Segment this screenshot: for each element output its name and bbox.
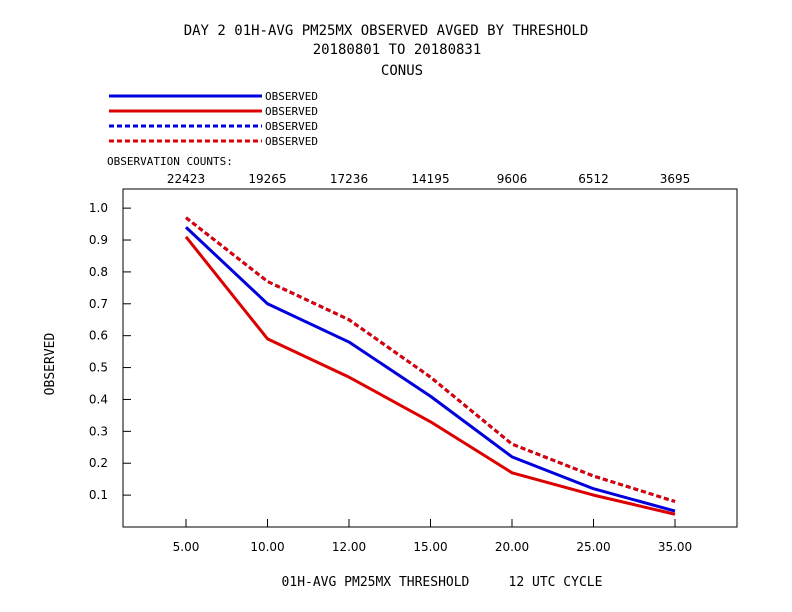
count-label: 6512 [578,172,609,186]
legend-label-3: OBSERVED [265,120,318,133]
series-line-2 [184,235,676,516]
legend-label-1: OBSERVED [265,90,318,103]
y-tick-label: 0.5 [89,361,108,375]
x-tick-label: 20.00 [495,540,529,554]
x-tick-label: 15.00 [413,540,447,554]
y-tick-label: 0.7 [89,297,108,311]
x-axis: 5.00 10.00 12.00 15.00 20.00 25.00 35.00 [173,519,692,554]
count-label: 19265 [248,172,286,186]
observation-counts-label: OBSERVATION COUNTS: [107,155,233,168]
series-line-3 [185,216,676,503]
y-tick-label: 1.0 [89,201,108,215]
y-tick-label: 0.4 [89,392,108,406]
series-lines [184,216,676,516]
title-line-1: DAY 2 01H-AVG PM25MX OBSERVED AVGED BY T… [184,23,589,39]
y-axis-label: OBSERVED [43,333,58,396]
observation-counts: 22423 19265 17236 14195 9606 6512 3695 [167,172,690,186]
series-line-1 [184,226,676,513]
title-line-3: CONUS [381,63,423,79]
y-tick-label: 0.2 [89,456,108,470]
y-axis: 0.1 0.2 0.3 0.4 0.5 0.6 0.7 0.8 0.9 1.0 [89,201,131,502]
x-tick-label: 10.00 [250,540,284,554]
x-tick-label: 25.00 [576,540,610,554]
y-tick-label: 0.9 [89,233,108,247]
chart-title: DAY 2 01H-AVG PM25MX OBSERVED AVGED BY T… [184,23,589,79]
legend: OBSERVED OBSERVED OBSERVED OBSERVED [109,90,318,148]
y-tick-label: 0.3 [89,424,108,438]
count-label: 9606 [497,172,528,186]
legend-label-2: OBSERVED [265,105,318,118]
series-line-4 [185,216,676,503]
count-label: 14195 [411,172,449,186]
count-label: 22423 [167,172,205,186]
x-tick-label: 35.00 [658,540,692,554]
y-tick-label: 0.6 [89,329,108,343]
x-axis-label: 01H-AVG PM25MX THRESHOLD 12 UTC CYCLE [282,575,603,590]
count-label: 17236 [330,172,368,186]
title-line-2: 20180801 TO 20180831 [313,42,482,58]
y-tick-label: 0.8 [89,265,108,279]
x-tick-label: 5.00 [173,540,200,554]
count-label: 3695 [660,172,691,186]
x-tick-label: 12.00 [332,540,366,554]
legend-label-4: OBSERVED [265,135,318,148]
y-tick-label: 0.1 [89,488,108,502]
